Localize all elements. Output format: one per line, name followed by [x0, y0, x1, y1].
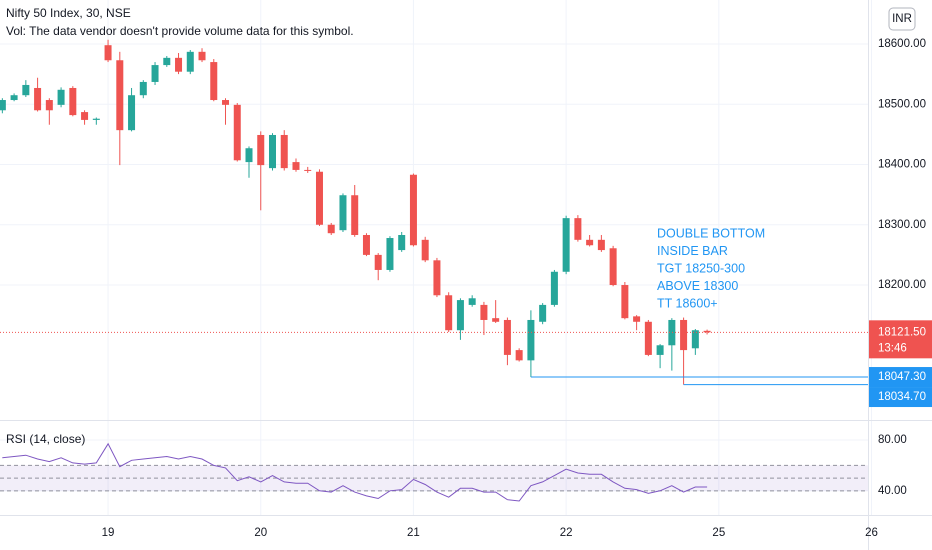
y-tick-label: 18300.00 — [878, 219, 926, 231]
candle-body — [327, 224, 335, 234]
candle-body — [515, 350, 523, 361]
candle-body — [280, 134, 288, 169]
candle-body — [57, 89, 65, 105]
annotation-text: TGT 18250-300 — [657, 261, 745, 275]
candle-body — [468, 298, 476, 305]
candle-body — [456, 300, 464, 331]
candle-body — [633, 316, 641, 322]
candle-body — [69, 87, 77, 116]
plot-layer — [0, 39, 868, 502]
candle-body — [644, 321, 652, 355]
candle-body — [151, 65, 159, 82]
rsi-tick-label: 80.00 — [878, 434, 907, 446]
candle-body — [562, 218, 570, 272]
candle-body — [233, 104, 241, 161]
annotation-text: TT 18600+ — [657, 296, 718, 310]
candle-body — [586, 239, 594, 246]
candle-body — [268, 134, 276, 169]
candle-body — [339, 195, 347, 231]
candle-body — [492, 318, 500, 322]
candle-body — [668, 319, 676, 346]
x-tick-label: 22 — [560, 527, 573, 539]
grid-layer — [0, 0, 873, 515]
level-label: 18047.30 — [878, 371, 926, 383]
candle-body — [304, 169, 312, 171]
candle-body — [597, 239, 605, 251]
level-box — [869, 367, 932, 388]
y-tick-label: 18400.00 — [878, 159, 926, 171]
candle-body — [245, 148, 253, 163]
last-price-label: 18121.50 — [878, 326, 926, 338]
candle-body — [198, 51, 206, 61]
y-tick-label: 18600.00 — [878, 38, 926, 50]
currency-button[interactable] — [888, 7, 916, 31]
candle-body — [703, 330, 711, 333]
currency-label: INR — [892, 13, 912, 25]
candle-body — [22, 84, 30, 96]
candle-body — [222, 100, 230, 105]
annotation-text: DOUBLE BOTTOM — [657, 226, 765, 240]
annotation-text: INSIDE BAR — [657, 244, 728, 258]
candle-body — [163, 57, 171, 66]
candle-body — [374, 254, 382, 270]
candle-body — [362, 235, 370, 255]
candle-body — [621, 285, 629, 319]
candle-body — [503, 319, 511, 355]
last-price-box — [869, 320, 932, 359]
candle-body — [409, 174, 417, 246]
y-tick-label: 18500.00 — [878, 98, 926, 110]
candle-body — [351, 195, 359, 236]
countdown-label: 13:46 — [878, 342, 907, 354]
candle-body — [128, 95, 136, 131]
chart-subtitle: Vol: The data vendor doesn't provide vol… — [6, 24, 354, 38]
candle-body — [421, 239, 429, 261]
candle-body — [609, 248, 617, 286]
x-tick-label: 26 — [865, 527, 878, 539]
y-tick-label: 18200.00 — [878, 279, 926, 291]
candle-body — [386, 238, 394, 270]
axis-layer: 19 20 21 22 25 26 18200.00 18300.00 18400.00 1850… — [102, 38, 932, 539]
candle-body — [480, 304, 488, 320]
candle-body — [139, 81, 147, 96]
candle-body — [315, 171, 323, 225]
candle-body — [257, 134, 265, 166]
candle-body — [34, 87, 42, 111]
candle-body — [104, 45, 112, 61]
candle-body — [0, 100, 6, 111]
level-box — [869, 387, 932, 408]
x-tick-label: 20 — [254, 527, 267, 539]
candle-body — [656, 345, 664, 355]
candle-body — [445, 295, 453, 331]
candle-body — [210, 62, 218, 101]
candle-body — [175, 57, 183, 72]
annotation-text: ABOVE 18300 — [657, 279, 738, 293]
candle-body — [116, 60, 124, 131]
candle-body — [398, 235, 406, 251]
candle-body — [433, 260, 441, 296]
candle-body — [10, 95, 18, 101]
x-tick-label: 21 — [407, 527, 420, 539]
rsi-tick-label: 40.00 — [878, 485, 907, 497]
candle-body — [550, 271, 558, 305]
candle-body — [186, 51, 194, 72]
candle-body — [680, 319, 688, 351]
chart-title: Nifty 50 Index, 30, NSE — [6, 6, 131, 20]
rsi-title: RSI (14, close) — [6, 432, 85, 446]
candle-body — [81, 112, 89, 120]
x-tick-label: 25 — [712, 527, 725, 539]
candle-body — [45, 100, 53, 111]
candle-body — [292, 162, 300, 170]
x-tick-label: 19 — [102, 527, 115, 539]
candle-body — [691, 330, 699, 349]
candle-body — [527, 319, 535, 361]
level-label: 18034.70 — [878, 391, 926, 403]
rsi-line — [2, 442, 708, 502]
candle-body — [574, 218, 582, 240]
candle-body — [92, 118, 100, 120]
candle-body — [539, 304, 547, 322]
